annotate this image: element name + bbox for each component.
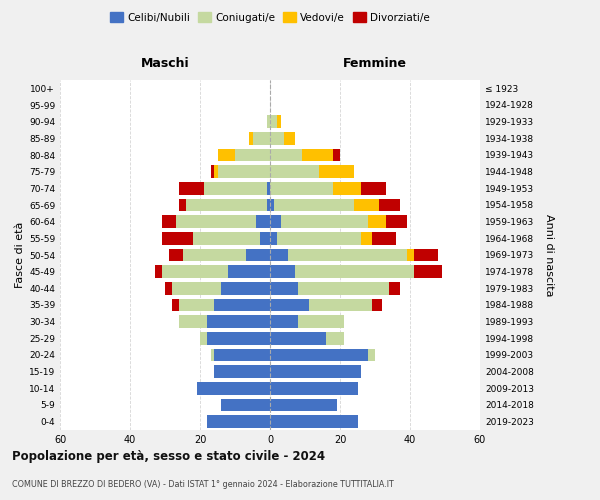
Bar xyxy=(221,399,270,411)
Bar xyxy=(386,216,407,228)
Bar xyxy=(161,216,176,228)
Bar xyxy=(333,149,340,161)
Text: Maschi: Maschi xyxy=(140,57,190,70)
Bar xyxy=(161,266,228,278)
Bar xyxy=(179,182,203,194)
Bar xyxy=(207,316,270,328)
Bar xyxy=(270,382,358,394)
Bar xyxy=(207,416,270,428)
Bar xyxy=(218,166,270,178)
Bar xyxy=(266,182,270,194)
Text: COMUNE DI BREZZO DI BEDERO (VA) - Dati ISTAT 1° gennaio 2024 - Elaborazione TUTT: COMUNE DI BREZZO DI BEDERO (VA) - Dati I… xyxy=(12,480,394,489)
Bar xyxy=(270,282,298,294)
Bar xyxy=(193,232,260,244)
Y-axis label: Anni di nascita: Anni di nascita xyxy=(544,214,554,296)
Bar xyxy=(270,298,308,311)
Bar xyxy=(203,182,266,194)
Bar xyxy=(354,198,379,211)
Bar xyxy=(211,349,214,361)
Bar xyxy=(287,248,407,261)
Bar xyxy=(270,332,326,344)
Legend: Celibi/Nubili, Coniugati/e, Vedovi/e, Divorziati/e: Celibi/Nubili, Coniugati/e, Vedovi/e, Di… xyxy=(106,8,434,27)
Bar xyxy=(214,298,270,311)
Bar xyxy=(270,248,287,261)
Bar xyxy=(235,149,270,161)
Bar xyxy=(270,216,281,228)
Bar xyxy=(172,298,179,311)
Bar xyxy=(270,416,358,428)
Bar xyxy=(182,248,245,261)
Bar xyxy=(179,298,214,311)
Bar xyxy=(270,198,274,211)
Bar xyxy=(186,198,266,211)
Bar xyxy=(298,282,389,294)
Bar xyxy=(319,166,354,178)
Bar xyxy=(379,198,400,211)
Bar xyxy=(361,232,371,244)
Bar xyxy=(270,182,333,194)
Text: Popolazione per età, sesso e stato civile - 2024: Popolazione per età, sesso e stato civil… xyxy=(12,450,325,463)
Bar xyxy=(284,132,295,144)
Bar xyxy=(389,282,400,294)
Bar xyxy=(298,316,343,328)
Bar xyxy=(249,132,253,144)
Bar xyxy=(308,298,371,311)
Bar xyxy=(179,316,207,328)
Bar xyxy=(413,248,438,261)
Bar xyxy=(211,166,214,178)
Bar xyxy=(270,266,295,278)
Bar xyxy=(165,282,172,294)
Bar xyxy=(295,266,413,278)
Bar xyxy=(368,216,386,228)
Bar xyxy=(274,198,354,211)
Bar xyxy=(270,349,368,361)
Bar xyxy=(266,198,270,211)
Bar xyxy=(361,182,386,194)
Bar xyxy=(371,298,382,311)
Bar xyxy=(161,232,193,244)
Bar xyxy=(270,366,361,378)
Y-axis label: Fasce di età: Fasce di età xyxy=(15,222,25,288)
Bar xyxy=(172,282,221,294)
Bar xyxy=(270,132,284,144)
Bar xyxy=(260,232,270,244)
Bar xyxy=(214,366,270,378)
Bar xyxy=(169,248,182,261)
Bar xyxy=(155,266,161,278)
Bar xyxy=(333,182,361,194)
Bar xyxy=(179,198,186,211)
Bar xyxy=(214,166,218,178)
Bar xyxy=(176,216,256,228)
Bar xyxy=(256,216,270,228)
Bar xyxy=(253,132,270,144)
Bar xyxy=(368,349,375,361)
Text: Femmine: Femmine xyxy=(343,57,407,70)
Bar xyxy=(197,382,270,394)
Bar xyxy=(302,149,333,161)
Bar xyxy=(277,116,281,128)
Bar xyxy=(207,332,270,344)
Bar xyxy=(407,248,413,261)
Bar xyxy=(270,166,319,178)
Bar xyxy=(200,332,207,344)
Bar xyxy=(218,149,235,161)
Bar xyxy=(326,332,343,344)
Bar xyxy=(214,349,270,361)
Bar xyxy=(266,116,270,128)
Bar xyxy=(270,316,298,328)
Bar xyxy=(245,248,270,261)
Bar xyxy=(371,232,396,244)
Bar xyxy=(270,232,277,244)
Bar xyxy=(281,216,368,228)
Bar xyxy=(228,266,270,278)
Bar xyxy=(270,399,337,411)
Bar xyxy=(270,149,302,161)
Bar xyxy=(221,282,270,294)
Bar xyxy=(277,232,361,244)
Bar xyxy=(413,266,442,278)
Bar xyxy=(270,116,277,128)
